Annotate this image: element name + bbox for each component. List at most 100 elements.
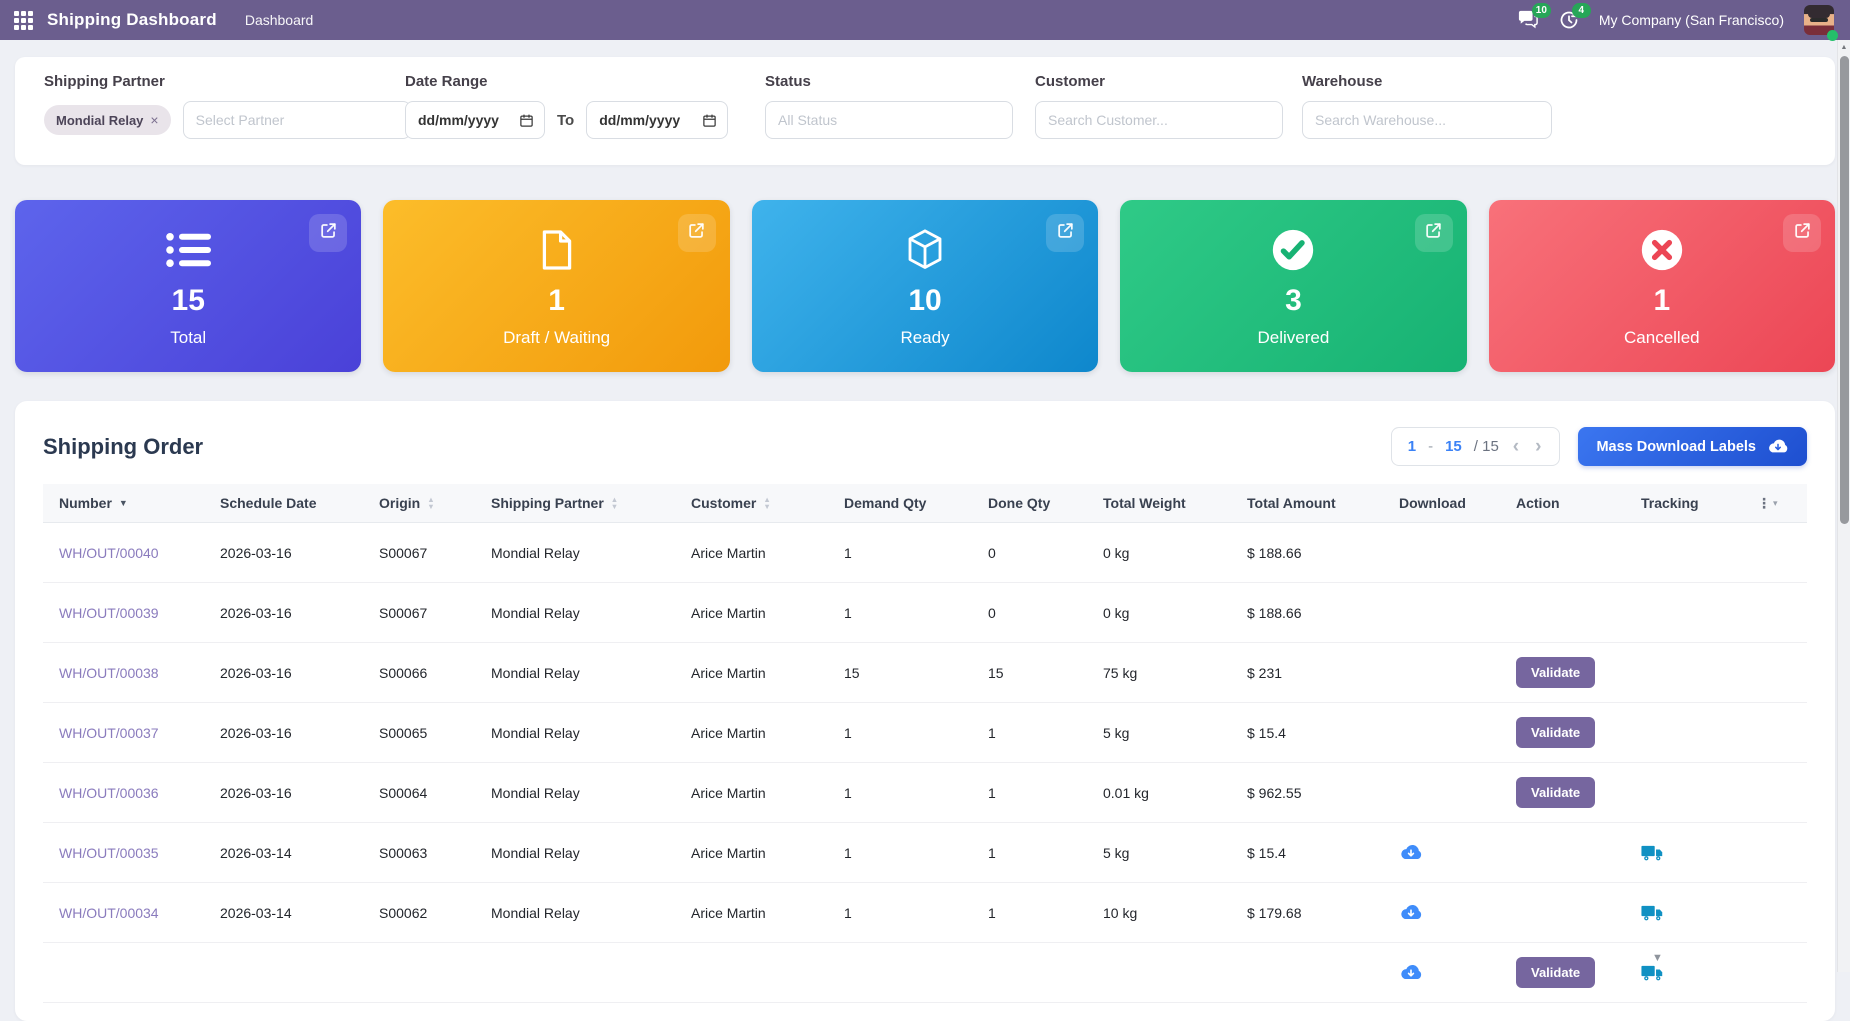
nav-menu-dashboard[interactable]: Dashboard — [244, 12, 314, 28]
total-amount: $ 188.66 — [1247, 544, 1302, 561]
order-number-link[interactable]: WH/OUT/00035 — [59, 844, 159, 861]
open-external-button[interactable] — [309, 214, 348, 252]
column-header-action[interactable]: Action — [1516, 495, 1560, 511]
total-amount: $ 231 — [1247, 664, 1283, 681]
stat-card-draft-waiting[interactable]: 1 Draft / Waiting — [383, 200, 730, 372]
total-amount: $ 188.66 — [1247, 604, 1302, 621]
calendar-icon[interactable] — [702, 113, 717, 128]
order-number-link[interactable]: WH/OUT/00039 — [59, 604, 159, 621]
external-link-icon — [1056, 221, 1075, 245]
open-external-button[interactable] — [1046, 214, 1085, 252]
filters-panel: Shipping Partner Mondial Relay × Date Ra… — [15, 57, 1835, 165]
partner-tag[interactable]: Mondial Relay × — [44, 105, 171, 135]
schedule-date: 2026-03-14 — [220, 904, 292, 921]
order-number-link[interactable]: WH/OUT/00034 — [59, 904, 159, 921]
validate-button[interactable]: Validate — [1516, 717, 1596, 748]
stat-value: 1 — [548, 284, 565, 317]
stat-label: Total — [170, 328, 207, 347]
sort-desc-icon: ▼ — [118, 498, 128, 508]
external-link-icon — [687, 221, 706, 245]
calendar-icon[interactable] — [519, 113, 534, 128]
pagination: 1 - 15 / 15 ‹ › — [1390, 427, 1561, 466]
customer-label: Customer — [1035, 73, 1106, 90]
total-amount: $ 15.4 — [1247, 844, 1286, 861]
page-start[interactable]: 1 — [1407, 438, 1417, 455]
prev-page-icon[interactable]: ‹ — [1512, 436, 1520, 457]
origin: S00067 — [379, 604, 428, 621]
column-header-number[interactable]: Number ▼ — [59, 495, 128, 511]
tracking-truck-icon[interactable] — [1641, 904, 1664, 922]
download-label-icon[interactable] — [1399, 903, 1423, 922]
download-label-icon[interactable] — [1399, 843, 1423, 862]
column-header-origin[interactable]: Origin ▲ ▼ — [379, 494, 435, 511]
column-options-button[interactable]: ⋮ ▾ — [1741, 495, 1807, 512]
page-end[interactable]: 15 — [1445, 438, 1462, 455]
customer: Arice Martin — [691, 544, 766, 561]
column-header-download[interactable]: Download — [1399, 495, 1466, 511]
order-number-link[interactable]: WH/OUT/00038 — [59, 664, 159, 681]
validate-button[interactable]: Validate — [1516, 957, 1596, 988]
shipping-partner: Mondial Relay — [491, 784, 580, 801]
total-amount: $ 15.4 — [1247, 724, 1286, 741]
status-input[interactable] — [765, 101, 1013, 139]
open-external-button[interactable] — [677, 214, 716, 252]
column-header-customer[interactable]: Customer ▲ ▼ — [691, 494, 771, 511]
done-qty: 0 — [988, 604, 996, 621]
done-qty: 15 — [988, 664, 1004, 681]
user-avatar[interactable] — [1804, 5, 1834, 35]
origin: S00065 — [379, 724, 428, 741]
customer-input[interactable] — [1035, 101, 1283, 139]
shipping-partner: Mondial Relay — [491, 724, 580, 741]
open-external-button[interactable] — [1414, 214, 1453, 252]
external-link-icon — [1793, 221, 1812, 245]
column-header-shipping-partner[interactable]: Shipping Partner ▲ ▼ — [491, 494, 619, 511]
validate-button[interactable]: Validate — [1516, 777, 1596, 808]
mass-download-labels-button[interactable]: Mass Download Labels — [1578, 427, 1807, 466]
external-link-icon — [319, 221, 338, 245]
apps-grid-icon[interactable] — [14, 10, 33, 30]
stat-card-cancelled[interactable]: 1 Cancelled — [1488, 200, 1836, 372]
messages-badge: 10 — [1531, 3, 1551, 18]
total-amount: $ 962.55 — [1247, 784, 1302, 801]
stat-label: Ready — [900, 328, 950, 347]
download-label-icon[interactable] — [1399, 963, 1423, 982]
origin: S00066 — [379, 664, 428, 681]
stat-card-total[interactable]: 15 Total — [15, 200, 362, 372]
column-header-demand-qty[interactable]: Demand Qty — [844, 495, 927, 511]
warehouse-input[interactable] — [1302, 101, 1552, 139]
table-row: WH/OUT/00035 2026-03-14 S00063 Mondial Rela… — [43, 823, 1807, 883]
scrollbar-thumb[interactable] — [1840, 56, 1849, 524]
schedule-date: 2026-03-16 — [220, 784, 292, 801]
column-header-tracking[interactable]: Tracking — [1641, 495, 1699, 511]
company-switcher[interactable]: My Company (San Francisco) — [1598, 12, 1784, 28]
column-header-schedule-date[interactable]: Schedule Date — [220, 495, 317, 511]
page-scrollbar[interactable]: ▲ — [1837, 40, 1850, 972]
open-external-button[interactable] — [1783, 214, 1822, 252]
activities-icon[interactable]: 4 — [1559, 3, 1591, 30]
order-number-link[interactable]: WH/OUT/00036 — [59, 784, 159, 801]
validate-button[interactable]: Validate — [1516, 657, 1596, 688]
stat-card-ready[interactable]: 10 Ready — [751, 200, 1099, 372]
partner-input[interactable] — [182, 101, 411, 139]
total-weight: 0 kg — [1103, 544, 1130, 561]
order-number-link[interactable]: WH/OUT/00040 — [59, 544, 159, 561]
order-number-link[interactable]: WH/OUT/00037 — [59, 724, 159, 741]
shipping-partner: Mondial Relay — [491, 604, 580, 621]
remove-tag-icon[interactable]: × — [150, 112, 159, 128]
tracking-truck-icon[interactable] — [1641, 964, 1664, 982]
schedule-date: 2026-03-16 — [220, 724, 292, 741]
section-title: Shipping Order — [43, 433, 204, 459]
tracking-truck-icon[interactable] — [1641, 844, 1664, 862]
stat-value: 3 — [1285, 284, 1302, 317]
date-from-input[interactable]: dd/mm/yyyy — [405, 101, 545, 139]
external-link-icon — [1424, 221, 1443, 245]
scrollbar-up-icon[interactable]: ▲ — [1840, 43, 1848, 51]
stat-card-delivered[interactable]: 3 Delivered — [1120, 200, 1467, 372]
messages-icon[interactable]: 10 — [1517, 3, 1551, 30]
date-to-input[interactable]: dd/mm/yyyy — [586, 101, 729, 139]
column-header-total-amount[interactable]: Total Amount — [1247, 495, 1336, 511]
column-header-total-weight[interactable]: Total Weight — [1103, 495, 1186, 511]
column-header-done-qty[interactable]: Done Qty — [988, 495, 1051, 511]
shipping-partner: Mondial Relay — [491, 904, 580, 921]
next-page-icon[interactable]: › — [1535, 436, 1542, 457]
